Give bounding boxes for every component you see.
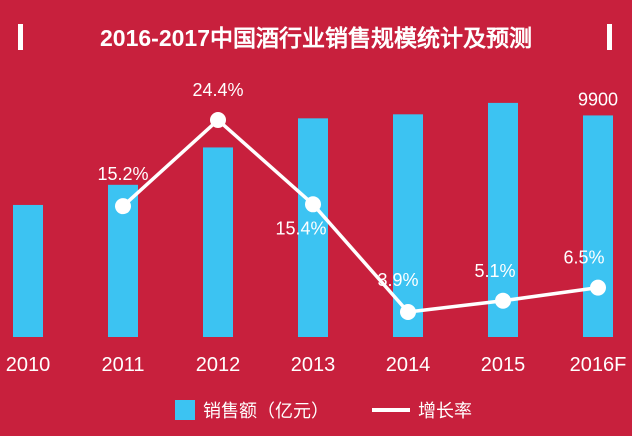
line-label-2011: 15.2% (97, 164, 148, 184)
line-point-2016F (590, 279, 606, 296)
line-point-2015 (495, 292, 511, 309)
line-labels: 15.2% 24.4% 15.4% 3.9% 5.1% 6.5% (97, 80, 604, 290)
line-series (115, 112, 606, 320)
growth-rate-line (121, 118, 599, 314)
line-point-2012 (210, 112, 226, 128)
x-tick-label-2012: 2012 (196, 354, 241, 376)
bar-2012 (203, 147, 233, 337)
bar-2016F (583, 115, 613, 337)
bar-2014 (393, 114, 423, 337)
legend-bar-label: 销售额（亿元） (203, 401, 329, 421)
line-point-2013 (305, 196, 321, 213)
chart-title-group: 2016-2017中国酒行业销售规模统计及预测 (18, 24, 612, 51)
bar-labels: 9900 (578, 89, 618, 109)
title-bar-right (607, 24, 612, 50)
bar-2013 (298, 118, 328, 337)
title-bar-left (18, 24, 23, 50)
line-label-2015: 5.1% (474, 261, 515, 281)
chart-title: 2016-2017中国酒行业销售规模统计及预测 (100, 25, 532, 51)
line-point-2011 (115, 198, 131, 215)
line-point-2014 (400, 304, 416, 320)
x-tick-label-2014: 2014 (386, 354, 431, 376)
line-label-2013: 15.4% (275, 218, 326, 238)
line-label-2016F: 6.5% (563, 248, 604, 268)
x-tick-label-2011: 2011 (101, 354, 144, 376)
legend-line-label: 增长率 (418, 401, 472, 421)
x-tick-label-2015: 2015 (481, 354, 526, 376)
legend-line-swatch (372, 408, 410, 412)
bar-label-2016F: 9900 (578, 89, 618, 109)
x-tick-label-2016F: 2016F (570, 354, 627, 376)
line-label-2012: 24.4% (192, 80, 243, 100)
x-axis: 2010 2011 2012 2013 2014 2015 2016F (6, 354, 627, 376)
line-label-2014: 3.9% (377, 270, 418, 290)
x-tick-label-2013: 2013 (291, 354, 336, 376)
legend-bar-swatch (175, 400, 195, 420)
bar-2010 (13, 204, 43, 337)
x-tick-label-2010: 2010 (6, 354, 51, 376)
legend: 销售额（亿元） 增长率 (175, 400, 472, 421)
